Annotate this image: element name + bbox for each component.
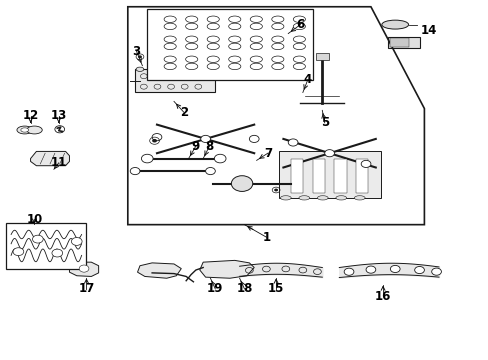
Text: 6: 6 xyxy=(296,18,304,31)
Bar xyxy=(135,69,215,93)
Bar xyxy=(147,9,312,80)
Ellipse shape xyxy=(280,196,290,200)
Circle shape xyxy=(361,160,370,167)
Text: 10: 10 xyxy=(26,213,42,226)
Circle shape xyxy=(431,268,441,275)
Circle shape xyxy=(414,266,424,274)
Text: 16: 16 xyxy=(374,289,390,303)
Circle shape xyxy=(138,55,142,58)
Bar xyxy=(278,152,380,198)
Circle shape xyxy=(152,139,157,143)
Text: 2: 2 xyxy=(179,105,187,119)
Bar xyxy=(290,158,302,193)
Bar xyxy=(389,38,408,47)
Polygon shape xyxy=(69,262,99,276)
Text: 13: 13 xyxy=(51,109,67,122)
Ellipse shape xyxy=(172,67,180,71)
Bar xyxy=(334,158,346,193)
Ellipse shape xyxy=(17,126,32,134)
Circle shape xyxy=(366,266,375,273)
Ellipse shape xyxy=(27,126,42,134)
Bar xyxy=(356,158,368,193)
Bar xyxy=(387,37,419,48)
Text: 7: 7 xyxy=(263,147,271,160)
Circle shape xyxy=(13,248,24,256)
Circle shape xyxy=(231,176,252,192)
Bar xyxy=(312,158,324,193)
Ellipse shape xyxy=(354,196,365,200)
Bar xyxy=(6,223,86,269)
Text: 3: 3 xyxy=(132,45,141,58)
Circle shape xyxy=(152,134,162,141)
Polygon shape xyxy=(30,152,69,166)
Text: 14: 14 xyxy=(420,24,437,37)
Polygon shape xyxy=(200,260,254,278)
Ellipse shape xyxy=(160,67,168,71)
Circle shape xyxy=(324,150,334,157)
Circle shape xyxy=(71,238,82,246)
Circle shape xyxy=(130,167,140,175)
Circle shape xyxy=(205,167,215,175)
Circle shape xyxy=(79,265,89,272)
Circle shape xyxy=(249,135,259,143)
Text: 17: 17 xyxy=(78,283,94,296)
Text: 11: 11 xyxy=(51,156,67,169)
Circle shape xyxy=(287,139,297,146)
Ellipse shape xyxy=(381,20,408,29)
Circle shape xyxy=(201,135,210,143)
Ellipse shape xyxy=(136,67,143,71)
Text: 9: 9 xyxy=(191,140,200,153)
Circle shape xyxy=(141,154,153,163)
Text: 4: 4 xyxy=(303,73,311,86)
Ellipse shape xyxy=(317,196,327,200)
Circle shape xyxy=(344,268,353,275)
Polygon shape xyxy=(137,263,181,278)
Text: 15: 15 xyxy=(267,283,284,296)
Circle shape xyxy=(389,265,399,273)
Text: 1: 1 xyxy=(262,231,270,244)
Text: 8: 8 xyxy=(205,140,213,153)
Ellipse shape xyxy=(148,67,156,71)
Bar xyxy=(315,53,328,60)
Ellipse shape xyxy=(335,196,346,200)
Circle shape xyxy=(214,154,225,163)
Ellipse shape xyxy=(184,67,192,71)
Text: 18: 18 xyxy=(236,283,252,296)
Text: 5: 5 xyxy=(320,116,328,129)
Circle shape xyxy=(32,235,43,243)
Ellipse shape xyxy=(21,128,29,132)
Text: 12: 12 xyxy=(22,109,39,122)
Circle shape xyxy=(52,249,62,257)
Ellipse shape xyxy=(298,196,309,200)
Circle shape xyxy=(274,189,278,192)
Text: 19: 19 xyxy=(207,283,223,296)
Ellipse shape xyxy=(197,67,204,71)
